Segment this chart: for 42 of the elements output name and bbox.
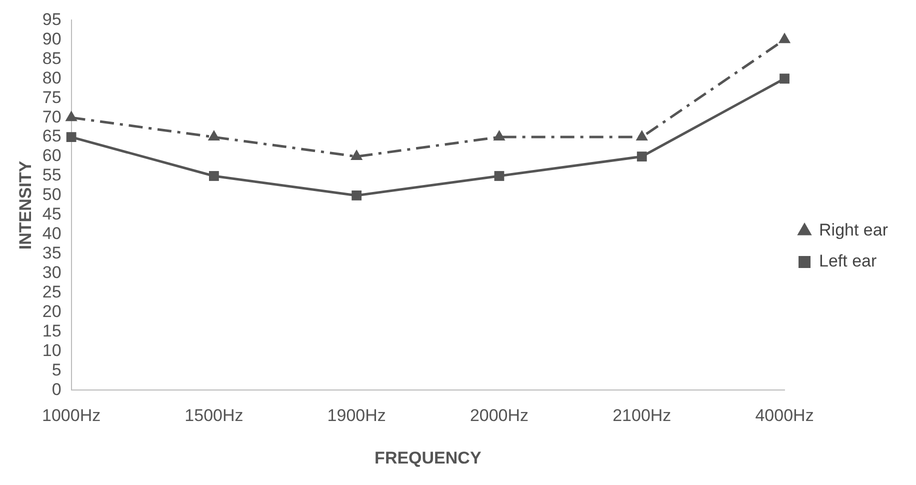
x-tick-label: 1500Hz <box>184 406 244 426</box>
y-tick-label: 55 <box>42 166 62 185</box>
y-tick-label: 85 <box>42 48 62 68</box>
point <box>780 74 790 84</box>
legend-label: Right ear <box>819 220 888 240</box>
y-tick-label: 60 <box>42 146 62 166</box>
y-tick-label: 70 <box>42 107 62 126</box>
y-tick-label: 80 <box>42 68 62 88</box>
y-tick-label: 10 <box>42 340 62 360</box>
x-tick-label: 1000Hz <box>42 406 101 426</box>
point <box>352 190 362 200</box>
x-tick-label: 1900Hz <box>327 406 386 426</box>
y-tick-label: 5 <box>52 360 62 380</box>
y-tick-label: 20 <box>42 302 62 321</box>
y-axis-title: INTENSITY <box>16 160 35 250</box>
y-tick-label: 45 <box>42 204 62 224</box>
x-tick-label: 4000Hz <box>755 406 814 426</box>
point <box>636 152 647 162</box>
y-tick-label: 50 <box>42 185 62 204</box>
y-tick-label: 90 <box>42 29 62 48</box>
point <box>493 130 506 141</box>
x-tick-label: 2100Hz <box>612 406 672 426</box>
point <box>208 130 220 141</box>
y-tick-label: 40 <box>42 224 62 244</box>
legend-label: Left ear <box>819 252 878 271</box>
y-tick-label: 65 <box>42 126 62 146</box>
point <box>209 171 219 181</box>
point <box>778 32 791 44</box>
y-tick-label: 15 <box>42 321 62 340</box>
y-tick-label: 35 <box>42 244 62 263</box>
point <box>66 132 76 142</box>
point <box>65 110 78 122</box>
y-tick-label: 95 <box>42 10 62 29</box>
point <box>636 130 648 141</box>
y-tick-label: 30 <box>42 263 62 282</box>
y-tick-label: 0 <box>52 380 62 399</box>
y-tick-label: 25 <box>42 282 62 302</box>
point <box>350 150 363 160</box>
x-tick-label: 2000Hz <box>470 406 529 426</box>
y-tick-label: 75 <box>42 88 62 107</box>
point <box>494 171 504 181</box>
x-axis-title: FREQUENCY <box>374 448 482 468</box>
